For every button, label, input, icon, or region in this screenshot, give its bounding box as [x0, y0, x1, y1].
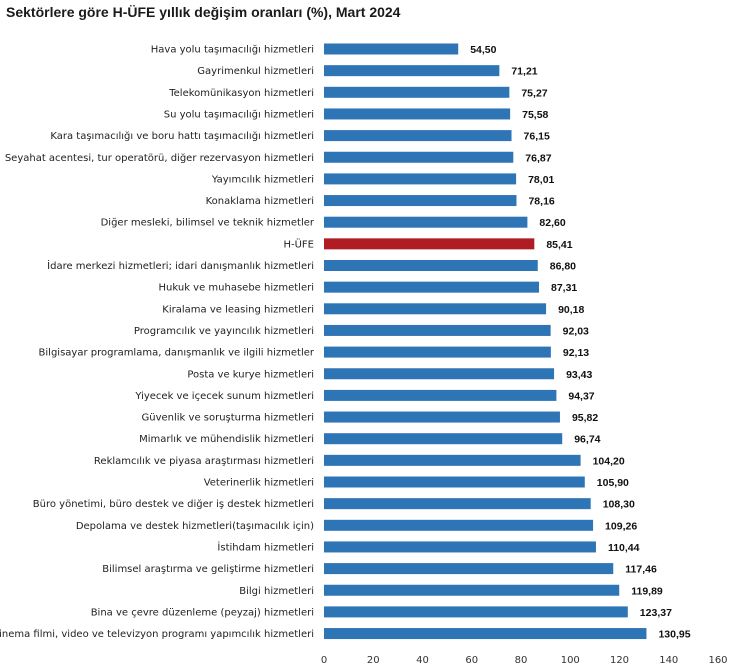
category-label: İdare merkezi hizmetleri; idari danışman… — [47, 259, 314, 272]
value-label: 117,46 — [625, 564, 657, 576]
value-label: 87,31 — [551, 282, 577, 294]
bar — [324, 563, 614, 575]
bar — [324, 628, 647, 640]
category-label: Hukuk ve muhasebe hizmetleri — [159, 283, 314, 294]
bar — [324, 454, 581, 466]
value-label: 76,15 — [524, 131, 550, 143]
x-tick-label: 60 — [465, 655, 478, 666]
value-label: 85,41 — [546, 239, 572, 251]
value-label: 119,89 — [631, 585, 663, 597]
value-label: 78,16 — [528, 196, 554, 208]
bar — [324, 303, 547, 315]
category-label: Yiyecek ve içecek sunum hizmetleri — [134, 391, 314, 402]
bar — [324, 65, 500, 77]
bar — [324, 519, 594, 531]
value-label: 105,90 — [597, 477, 629, 489]
value-label: 92,13 — [563, 347, 589, 359]
category-label: Güvenlik ve soruşturma hizmetleri — [142, 413, 315, 424]
bar — [324, 108, 511, 120]
x-tick-label: 160 — [708, 655, 727, 666]
category-label: Bilgisayar programlama, danışmanlık ve i… — [39, 348, 315, 359]
bar — [324, 216, 528, 228]
value-labels-group: 54,50 71,21 75,27 75,58 76,15 76,87 78,01 78,16… — [470, 44, 691, 641]
x-tick-label: 80 — [515, 655, 528, 666]
category-label: Reklamcılık ve piyasa araştırması hizmet… — [94, 456, 314, 467]
value-label: 86,80 — [550, 261, 576, 273]
x-tick-label: 0 — [321, 655, 327, 666]
bar — [324, 346, 551, 358]
bar — [324, 368, 555, 380]
category-label: Veterinerlik hizmetleri — [204, 478, 314, 489]
value-label: 109,26 — [605, 520, 637, 532]
bar-highlight — [324, 238, 535, 250]
category-label: Su yolu taşımacılığı hizmetleri — [164, 108, 314, 120]
bar — [324, 476, 585, 488]
category-label: Konaklama hizmetleri — [206, 196, 314, 207]
category-label: Bilimsel araştırma ve geliştirme hizmetl… — [102, 564, 314, 575]
bar — [324, 541, 596, 553]
value-label: 94,37 — [568, 390, 594, 402]
bar — [324, 195, 517, 207]
category-label: Kara taşımacılığı ve boru hattı taşımacı… — [50, 130, 314, 142]
bar — [324, 260, 538, 271]
category-label: Kiralama ve leasing hizmetleri — [162, 304, 314, 315]
bar — [324, 173, 517, 185]
x-tick-label: 20 — [367, 655, 380, 666]
value-label: 123,37 — [640, 607, 672, 619]
value-label: 95,82 — [572, 412, 598, 424]
value-label: 71,21 — [511, 66, 537, 78]
value-label: 104,20 — [593, 455, 625, 467]
value-label: 90,18 — [558, 304, 584, 316]
category-label: Mimarlık ve mühendislik hizmetleri — [139, 434, 314, 445]
value-label: 108,30 — [603, 499, 635, 511]
bar — [324, 324, 551, 336]
category-labels-group: Hava yolu taşımacılığı hizmetleri Gayrime… — [0, 44, 315, 641]
category-label: Seyahat acentesi, tur operatörü, diğer r… — [5, 152, 314, 164]
bar — [324, 411, 560, 423]
category-label: Sinema filmi, video ve televizyon progra… — [0, 629, 314, 640]
bar — [324, 389, 557, 401]
bar — [324, 498, 591, 510]
bars-group — [324, 43, 647, 640]
category-label: Hava yolu taşımacılığı hizmetleri — [151, 44, 314, 56]
x-tick-label: 40 — [416, 655, 429, 666]
bar — [324, 584, 620, 596]
value-label: 54,50 — [470, 44, 496, 56]
bar — [324, 43, 459, 55]
value-label: 110,44 — [608, 542, 640, 554]
bar — [324, 281, 539, 293]
bar — [324, 130, 512, 142]
x-axis: 0 20 40 60 80 100 120 140 160 — [321, 655, 728, 666]
category-label: Bilgi hizmetleri — [239, 586, 314, 597]
value-label: 75,58 — [522, 109, 548, 121]
category-label: Posta ve kurye hizmetleri — [187, 369, 314, 380]
value-label: 96,74 — [574, 434, 600, 446]
value-label: 82,60 — [539, 217, 565, 229]
bar — [324, 433, 563, 445]
category-label: Büro yönetimi, büro destek ve diğer iş d… — [33, 498, 314, 510]
category-label: Depolama ve destek hizmetleri(taşımacılı… — [76, 521, 314, 532]
category-label: Diğer mesleki, bilimsel ve teknik hizmet… — [101, 217, 315, 229]
value-label: 76,87 — [525, 152, 551, 164]
category-label: Programcılık ve yayıncılık hizmetleri — [134, 326, 314, 337]
bar — [324, 86, 510, 98]
x-tick-label: 140 — [659, 655, 678, 666]
value-label: 93,43 — [566, 369, 592, 381]
value-label: 130,95 — [658, 629, 690, 641]
x-tick-label: 100 — [561, 655, 580, 666]
value-label: 75,27 — [521, 87, 547, 99]
x-tick-label: 120 — [610, 655, 629, 666]
category-label: Telekomünikasyon hizmetleri — [168, 88, 314, 99]
category-label: İstihdam hizmetleri — [217, 540, 314, 553]
category-label: Yayımcılık hizmetleri — [211, 174, 314, 185]
category-label: Gayrimenkul hizmetleri — [197, 66, 314, 77]
chart-title: Sektörlere göre H-ÜFE yıllık değişim ora… — [6, 4, 401, 20]
value-label: 92,03 — [563, 325, 589, 337]
bar — [324, 151, 514, 163]
category-label: H-ÜFE — [283, 237, 314, 250]
value-label: 78,01 — [528, 174, 554, 186]
category-label: Bina ve çevre düzenleme (peyzaj) hizmetl… — [91, 607, 314, 618]
bar — [324, 606, 628, 618]
